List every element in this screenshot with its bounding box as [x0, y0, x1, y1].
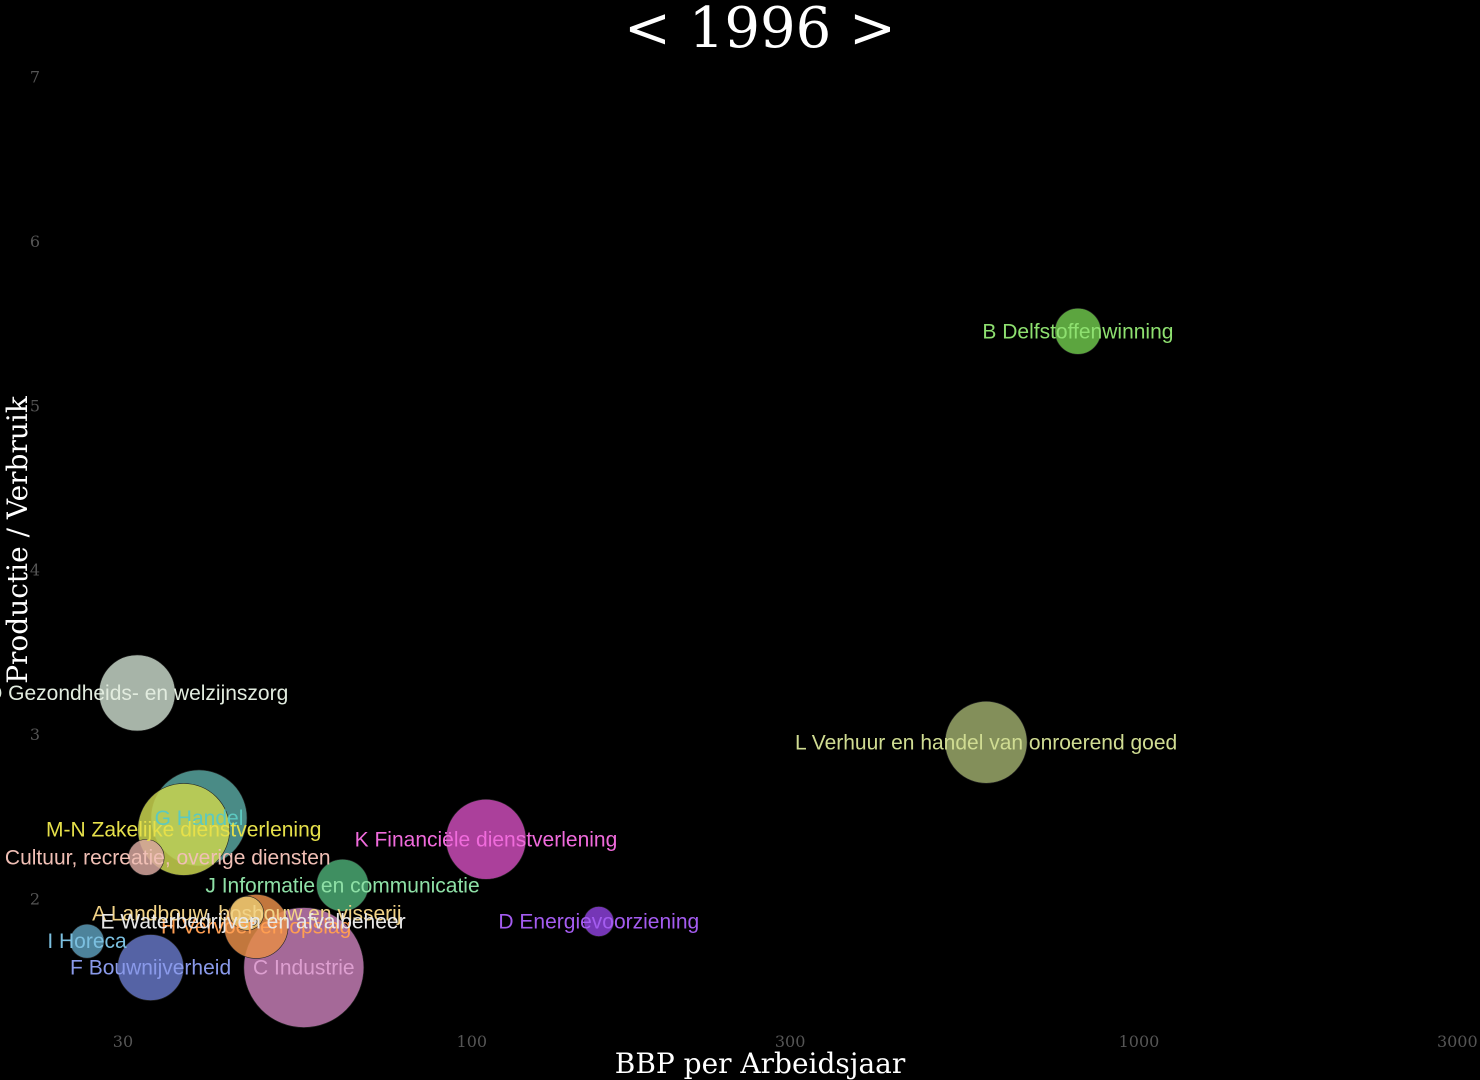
bubble-label: Q Gezondheids- en welzijnszorg	[0, 682, 288, 705]
bubble-label: E Waterbedrijven en afvalbeheer	[101, 910, 406, 933]
bubble-label: H Vervoer en opslag	[161, 915, 351, 938]
bubble	[1054, 307, 1102, 355]
bubble	[316, 859, 369, 912]
bubble-label: J Informatie en communicatie	[205, 874, 479, 897]
bubble-label: G Handel	[155, 807, 244, 830]
y-tick-label: 4	[30, 561, 40, 580]
bubble-label: B Delfstoffenwinning	[982, 320, 1173, 343]
y-tick-label: 5	[30, 396, 40, 415]
x-tick-label: 30	[113, 1032, 133, 1051]
bubble	[127, 839, 165, 876]
bubble-label: K Financiële dienstverlening	[355, 828, 618, 851]
bubble-label: R-U Cultuur, recreatie, overige diensten	[0, 846, 331, 869]
x-tick-label: 300	[775, 1032, 806, 1051]
bubble-label: M-N Zakelijke dienstverlening	[46, 818, 321, 841]
x-tick-label: 1000	[1119, 1032, 1160, 1051]
x-axis-title: BBP per Arbeidsjaar	[615, 1047, 906, 1080]
y-axis-ticks: 2 3 4 5 6 7	[30, 67, 40, 908]
bubble-label: L Verhuur en handel van onroerend goed	[795, 731, 1177, 754]
bubble	[69, 923, 105, 959]
y-tick-label: 3	[30, 725, 40, 744]
bubble-label: A Landbouw, bosbouw en visserij	[92, 902, 401, 925]
bubble-label: F Bouwnijverheid	[70, 957, 231, 980]
bubble	[248, 917, 258, 926]
x-tick-label: 100	[457, 1032, 488, 1051]
bubble-label: C Industrie	[253, 957, 355, 980]
y-tick-label: 6	[30, 232, 40, 251]
y-tick-label: 2	[30, 889, 40, 908]
chart-title: < 1996 >	[624, 0, 896, 61]
y-axis-title: Productie / Verbruik	[1, 395, 34, 684]
bubble-label: I Horeca	[47, 930, 127, 953]
x-tick-label: 3000	[1437, 1032, 1478, 1051]
bubble	[583, 906, 615, 937]
bubble	[944, 700, 1028, 784]
bubble	[98, 654, 176, 732]
x-axis-ticks: 30 100 300 1000 3000	[113, 1032, 1478, 1051]
bubble	[445, 798, 527, 880]
bubble-label: D Energievoorziening	[498, 910, 699, 933]
bubble	[117, 934, 184, 1001]
bubbles-layer	[69, 307, 1102, 1028]
y-tick-label: 7	[30, 67, 40, 86]
